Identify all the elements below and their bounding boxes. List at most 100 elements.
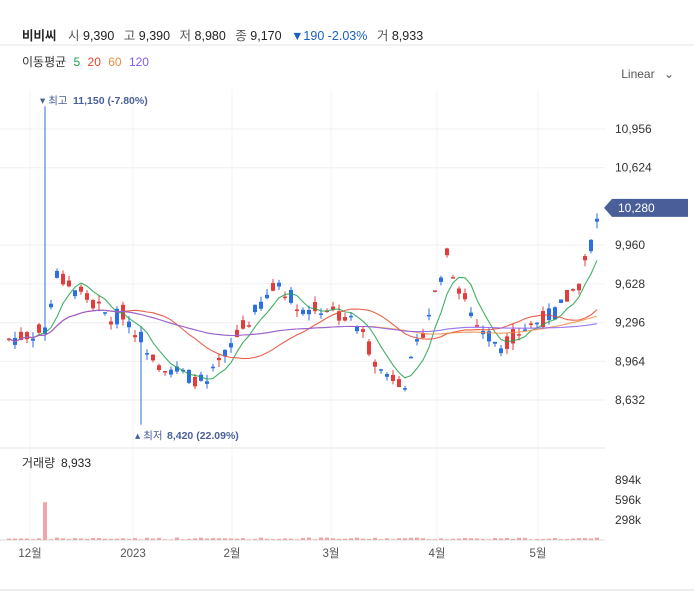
volume-bar — [31, 539, 35, 540]
volume-bar — [313, 539, 317, 540]
volume-tick-label: 596k — [615, 493, 642, 507]
volume-bar — [145, 537, 149, 540]
volume-bar — [199, 537, 203, 540]
volume-bar — [205, 538, 209, 540]
candle-body — [517, 334, 521, 336]
candle-body — [31, 338, 35, 341]
candle-body — [91, 300, 95, 309]
stock-header: 비비씨 시 9,390 고 9,390 저 8,980 종 9,170 ▼190… — [22, 25, 429, 44]
candle-body — [7, 338, 11, 341]
open-value: 9,390 — [83, 29, 115, 43]
volume-bar — [61, 538, 65, 540]
candle-body — [577, 283, 581, 291]
volume-bar — [517, 537, 521, 540]
candle-body — [385, 373, 389, 377]
volume-bar — [241, 538, 245, 540]
volume-bar — [409, 537, 413, 540]
volume-bar — [67, 539, 71, 540]
volume-bar — [403, 538, 407, 540]
volume-bar — [433, 539, 437, 540]
ma-line-120 — [8, 309, 598, 343]
volume-bar — [373, 537, 377, 540]
ma-5: 5 — [73, 55, 81, 69]
price-tick-label: 9,296 — [615, 316, 645, 330]
candle-body — [559, 299, 563, 303]
volume-bar — [451, 538, 455, 540]
ma-line-5 — [8, 260, 598, 380]
low-label: 저 — [179, 29, 192, 43]
candle-body — [565, 290, 569, 302]
ma-120: 120 — [128, 55, 149, 69]
low-marker-value: 8,420 (22.09%) — [167, 430, 239, 442]
volume-bar — [355, 537, 359, 540]
candle-body — [139, 331, 143, 343]
volume-bar — [475, 538, 479, 540]
candle-body — [451, 277, 455, 279]
volume-bar — [181, 539, 185, 540]
volume-bar — [439, 538, 443, 540]
candle-body — [523, 329, 527, 331]
volume-bar — [97, 537, 101, 540]
volume-bar — [187, 538, 191, 540]
volume-bar — [427, 539, 431, 540]
candle-body — [265, 294, 269, 299]
volume-bar — [577, 538, 581, 540]
high-marker-value: 11,150 (-7.80%) — [73, 95, 148, 107]
candle-body — [319, 313, 323, 315]
candle-body — [499, 348, 503, 354]
volume-bar — [541, 538, 545, 540]
volume-bar — [481, 539, 485, 540]
current-price-badge — [604, 198, 688, 217]
candle-body — [127, 321, 131, 328]
volume-bar — [361, 538, 365, 540]
volume-bar — [391, 539, 395, 540]
volume-bar — [169, 539, 173, 540]
candle-body — [475, 325, 479, 327]
volume-bar — [91, 537, 95, 540]
volume-bar — [535, 538, 539, 540]
candle-body — [25, 332, 29, 340]
volume-bar — [583, 538, 587, 540]
volume-bar — [103, 538, 107, 540]
price-tick-label: 8,964 — [615, 354, 645, 368]
candle-body — [493, 341, 497, 344]
x-tick-label: 2월 — [224, 547, 241, 560]
candle-body — [253, 304, 257, 313]
volume-bar — [523, 537, 527, 540]
volume-bar — [271, 539, 275, 540]
candle-body — [457, 288, 461, 294]
volume-bar — [211, 538, 215, 540]
volume-bar — [325, 537, 329, 540]
close-label: 종 — [235, 29, 247, 43]
candle-body — [409, 356, 413, 359]
volume-bar — [397, 538, 401, 540]
x-tick-label: 2023 — [120, 548, 146, 560]
volume-bar — [421, 538, 425, 540]
candle-body — [331, 306, 335, 310]
ma-legend[interactable]: 이동평균 5 20 60 120 — [22, 53, 149, 70]
volume-bar — [19, 538, 23, 540]
volume-bar — [259, 537, 263, 540]
x-tick-label: 4월 — [429, 547, 446, 560]
candle-body — [439, 277, 443, 282]
candle-body — [205, 381, 209, 384]
candle-body — [199, 374, 203, 381]
volume-bar — [559, 539, 563, 540]
candle-body — [445, 248, 449, 256]
candle-body — [223, 349, 227, 357]
candle-body — [349, 315, 353, 318]
scale-toggle[interactable]: Linear ⌄ — [621, 67, 674, 81]
candle-body — [589, 239, 593, 252]
candle-body — [247, 325, 251, 327]
candle-body — [115, 308, 119, 325]
candle-body — [175, 366, 179, 372]
low-marker-label: ▴ 최저 — [135, 430, 163, 442]
volume-bar — [319, 537, 323, 540]
candle-body — [505, 336, 509, 349]
candle-body — [121, 304, 125, 320]
volume-tick-label: 298k — [615, 513, 642, 527]
price-tick-label: 10,956 — [615, 122, 652, 136]
candle-body — [73, 290, 77, 297]
volume-bar — [367, 538, 371, 540]
